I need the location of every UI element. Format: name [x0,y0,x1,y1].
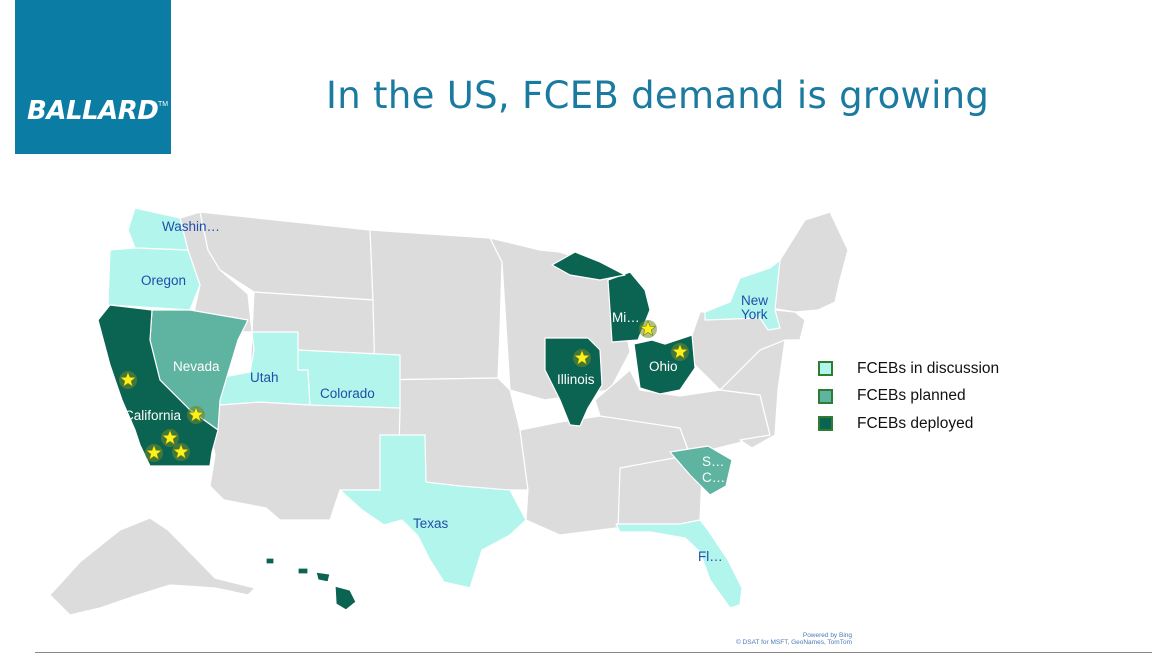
state-colorado [297,349,401,409]
label-nevada: Nevada [173,359,220,374]
label-colorado: Colorado [320,386,375,401]
deployment-star-icon [119,371,137,388]
state-california [97,304,219,467]
us-map [49,207,849,616]
label-south-carolina-line2: C… [702,470,726,485]
state-hawaii-big [334,585,357,611]
deployment-star-icon [172,443,190,460]
legend-swatch-discussion [818,361,833,377]
page-title: In the US, FCEB demand is growing [326,74,990,117]
state-florida [615,519,743,609]
state-south-carolina [669,445,733,496]
deployment-star-icon [573,349,591,366]
label-south-carolina-line1: S… [702,454,725,469]
deployment-star-icon [161,429,179,446]
legend-swatch-planned [818,388,833,404]
label-utah: Utah [250,370,279,385]
label-washington: Washin… [162,219,221,234]
legend-label: FCEBs planned [857,387,966,405]
deployment-star-icon [145,444,163,461]
label-new-york-line2: York [741,307,768,322]
state-hawaii-oahu [297,567,309,575]
state-alaska [49,517,256,616]
region-new-england [769,211,849,313]
legend-item-discussion: FCEBs in discussion [818,355,999,383]
legend-item-deployed: FCEBs deployed [818,410,999,438]
state-michigan-upper [551,251,626,281]
label-california: California [124,408,182,423]
label-florida: Fl… [698,549,723,564]
map-credit-sources: © DSAT for MSFT, GeoNames, TomTom [735,639,852,646]
label-texas: Texas [413,516,449,531]
legend-swatch-deployed [818,416,833,432]
label-oregon: Oregon [141,273,187,288]
logo-trademark: TM [158,101,169,108]
state-texas [339,434,527,589]
legend-item-planned: FCEBs planned [818,383,999,411]
state-new-york [704,259,781,331]
deployment-star-icon [639,320,657,337]
state-hawaii-maui [315,571,331,583]
map-credit-powered: Powered by Bing [802,632,852,639]
state-hawaii-kauai [265,557,275,565]
legend-label: FCEBs deployed [857,414,974,432]
legend: FCEBs in discussion FCEBs planned FCEBs … [818,355,999,438]
deployment-star-icon [187,406,205,423]
label-illinois: Illinois [557,372,595,387]
legend-label: FCEBs in discussion [857,359,1000,377]
deployment-star-icon [671,343,689,360]
logo-text: BALLARD [27,96,159,126]
footer-divider [35,652,1152,653]
ballard-logo: BALLARD TM [15,0,171,154]
state-oregon [107,247,201,311]
label-michigan: Mi… [612,310,640,325]
label-new-york-line1: New [741,293,769,308]
label-ohio: Ohio [649,359,678,374]
